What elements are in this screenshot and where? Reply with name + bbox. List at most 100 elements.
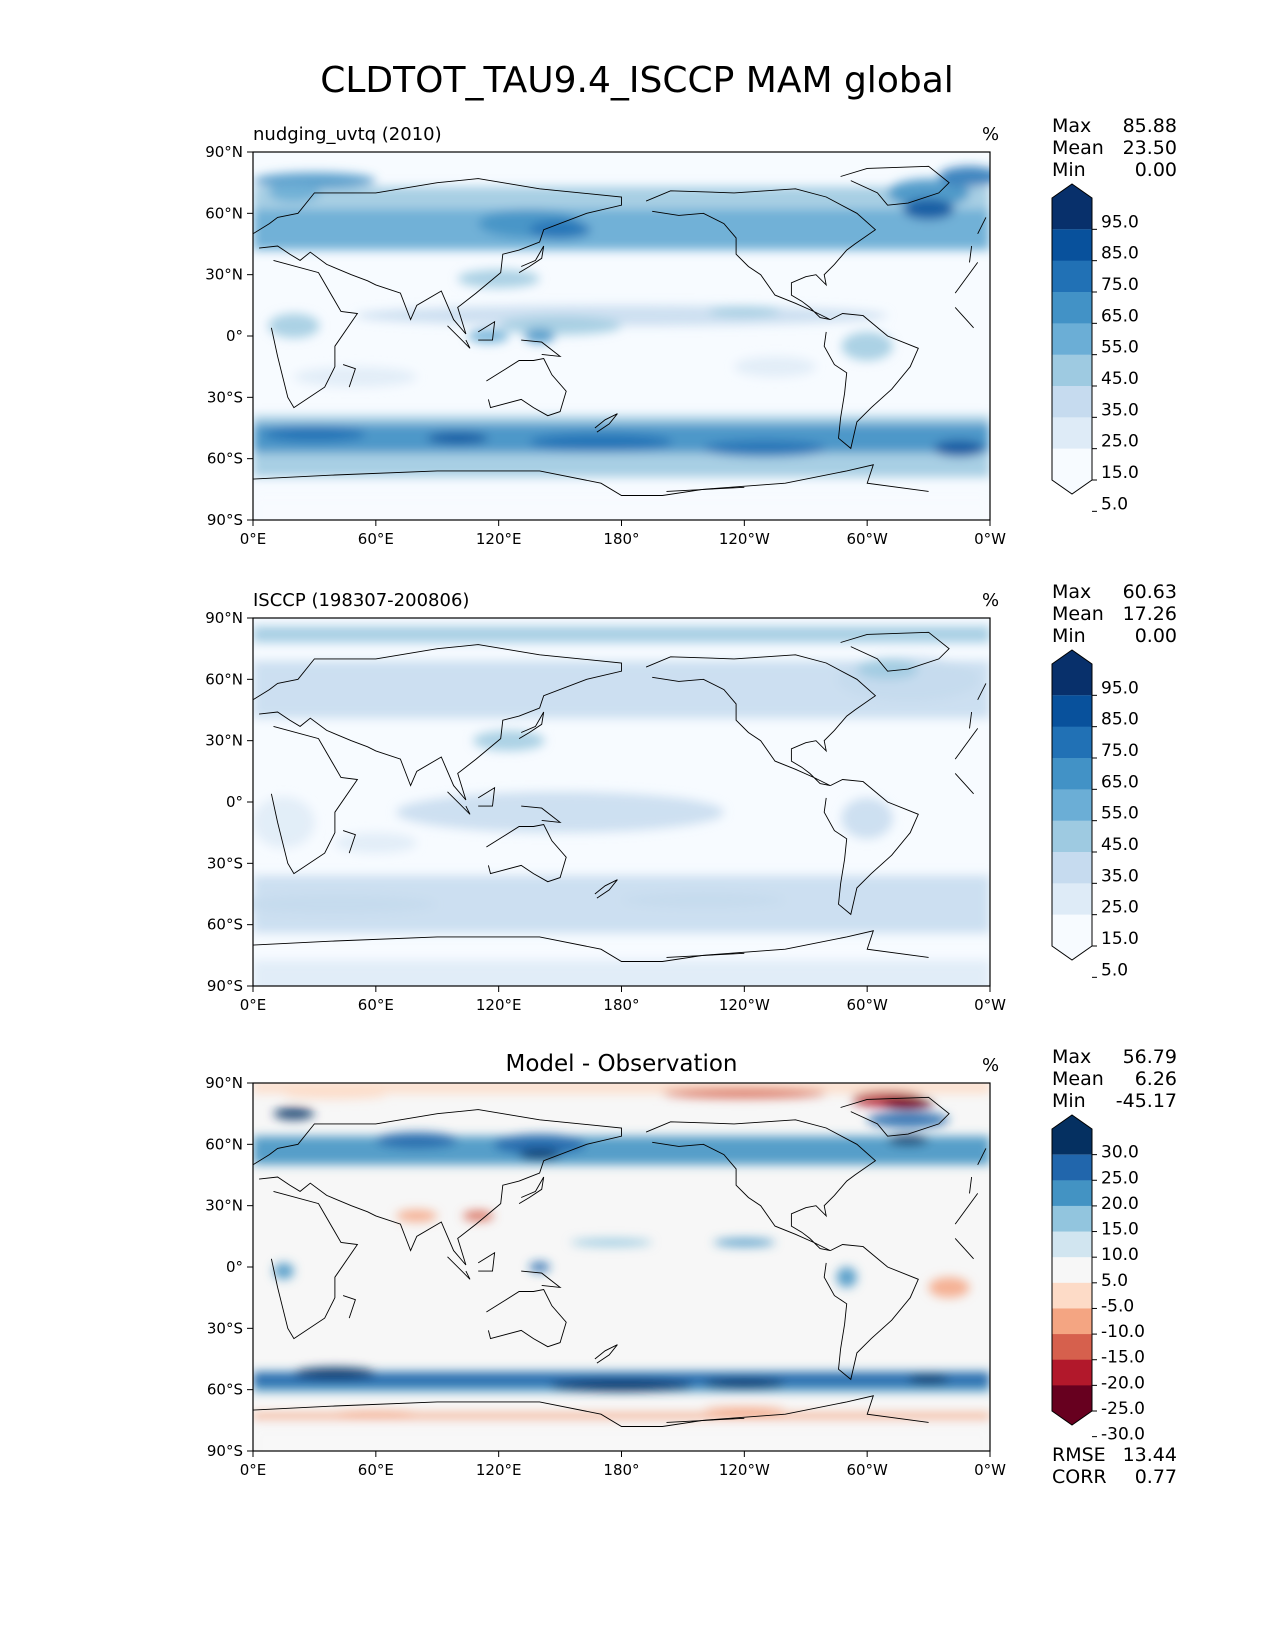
field-blob (273, 1107, 315, 1120)
y-tick-label: 30°N (205, 732, 243, 750)
field-blob (462, 1210, 494, 1221)
field-blob (283, 1091, 387, 1100)
units-label: % (982, 1055, 999, 1076)
field-blob (493, 1134, 586, 1155)
coastline (521, 1270, 562, 1289)
y-tick-label: 0° (226, 793, 243, 811)
field-band (253, 1425, 990, 1451)
colorbar-bin (1052, 883, 1092, 916)
y-tick-label: 90°N (205, 1074, 243, 1092)
field-blob (928, 1277, 970, 1298)
stat-value: 0.00 (1135, 625, 1177, 647)
coastline (253, 1109, 973, 1266)
y-tick-label: 0° (226, 327, 243, 345)
y-tick-label: 60°N (205, 1135, 243, 1153)
field-blob (836, 1267, 857, 1288)
colorbar-tick-label: 45.0 (1101, 369, 1139, 389)
field-blob (703, 1407, 786, 1414)
field-blob (268, 183, 320, 203)
x-tick-label: 120°W (719, 996, 770, 1014)
field-band (253, 1413, 990, 1420)
field-blob (867, 1111, 950, 1128)
y-tick-label: 30°N (205, 1197, 243, 1215)
colorbar-bin (1052, 1205, 1092, 1233)
panel-obs: 0°E 60°E 120°E 180° 120°W 60°W 0°W 90°N 60°N 30°N… (205, 581, 1177, 1014)
field-blob (841, 331, 893, 361)
y-tick-label: 90°S (207, 511, 243, 529)
colorbar-tick-label: -10.0 (1101, 1322, 1145, 1342)
stat-value: -45.17 (1116, 1090, 1177, 1112)
coastline (447, 325, 471, 349)
coastline (666, 1417, 745, 1423)
colorbar-bin (1052, 726, 1092, 759)
stat-value: 85.88 (1123, 115, 1177, 137)
colorbar-tick-label: 55.0 (1101, 804, 1139, 824)
coastline (823, 779, 919, 916)
y-tick-label: 90°S (207, 1442, 243, 1460)
panel-title: ISCCP (198307-200806) (253, 590, 469, 611)
x-tick-label: 120°W (719, 530, 770, 548)
coastline (666, 486, 745, 492)
coastline (486, 823, 567, 883)
field-obs (253, 626, 990, 986)
field-blob (887, 1135, 929, 1146)
coastline (477, 320, 496, 341)
stat-label: Max (1052, 1046, 1091, 1068)
field-blob (713, 1238, 776, 1247)
stat-value: 0.77 (1135, 1466, 1177, 1488)
field-blob (273, 1262, 294, 1280)
colorbar-tick-label: 75.0 (1101, 275, 1139, 295)
colorbar-bin (1052, 1334, 1092, 1361)
coastline (645, 654, 877, 787)
colorbar-bin (1052, 1154, 1092, 1181)
field-blob (396, 1209, 438, 1223)
colorbar-tick-label: 5.0 (1101, 1271, 1128, 1291)
coastline (477, 1251, 496, 1272)
coastline (486, 1288, 567, 1348)
field-diff (253, 1083, 990, 1451)
x-tick-label: 0°E (240, 996, 267, 1014)
field-blob (457, 269, 540, 288)
y-tick-label: 60°S (207, 1381, 243, 1399)
colorbar-tick-label: 35.0 (1101, 866, 1139, 886)
field-blob (293, 1367, 376, 1380)
coastline (253, 178, 973, 335)
field-blob (549, 1379, 694, 1392)
stat-value: 13.44 (1123, 1444, 1177, 1466)
y-tick-label: 30°S (207, 1319, 243, 1337)
field-blob (253, 796, 315, 848)
coastline (518, 711, 545, 739)
field-blob (498, 316, 622, 335)
colorbar-bin (1052, 695, 1092, 728)
y-tick-label: 90°S (207, 977, 243, 995)
coastline (594, 413, 618, 433)
panel-title: nudging_uvtq (2010) (253, 124, 442, 145)
coastline (253, 930, 929, 962)
field-blob (856, 658, 919, 680)
coastline (447, 1256, 471, 1280)
x-tick-label: 60°W (846, 530, 888, 548)
colorbar-tick-label: 15.0 (1101, 929, 1139, 949)
coastline (253, 464, 929, 496)
coastline (270, 259, 979, 409)
field-blob (524, 328, 555, 344)
field-blob (703, 1378, 786, 1389)
field-band (253, 1136, 990, 1165)
field-blob (621, 891, 786, 909)
stat-value: 0.00 (1135, 159, 1177, 181)
coastline (342, 1295, 356, 1319)
colorbar-tick-label: 95.0 (1101, 678, 1139, 698)
colorbar-tick-label: 55.0 (1101, 338, 1139, 358)
colorbar-tick-label: 15.0 (1101, 1220, 1139, 1240)
coastlines (253, 1096, 986, 1427)
field-band (253, 209, 990, 251)
field-blob (427, 432, 489, 445)
colorbar-extend-bottom (1052, 914, 1092, 960)
colorbar-bin (1052, 789, 1092, 822)
colorbar-tick-label: 25.0 (1101, 898, 1139, 918)
stat-label: Min (1052, 625, 1086, 647)
field-blob (529, 1261, 550, 1273)
field-model (253, 166, 990, 520)
colorbar-bin (1052, 354, 1092, 387)
y-tick-label: 0° (226, 1258, 243, 1276)
